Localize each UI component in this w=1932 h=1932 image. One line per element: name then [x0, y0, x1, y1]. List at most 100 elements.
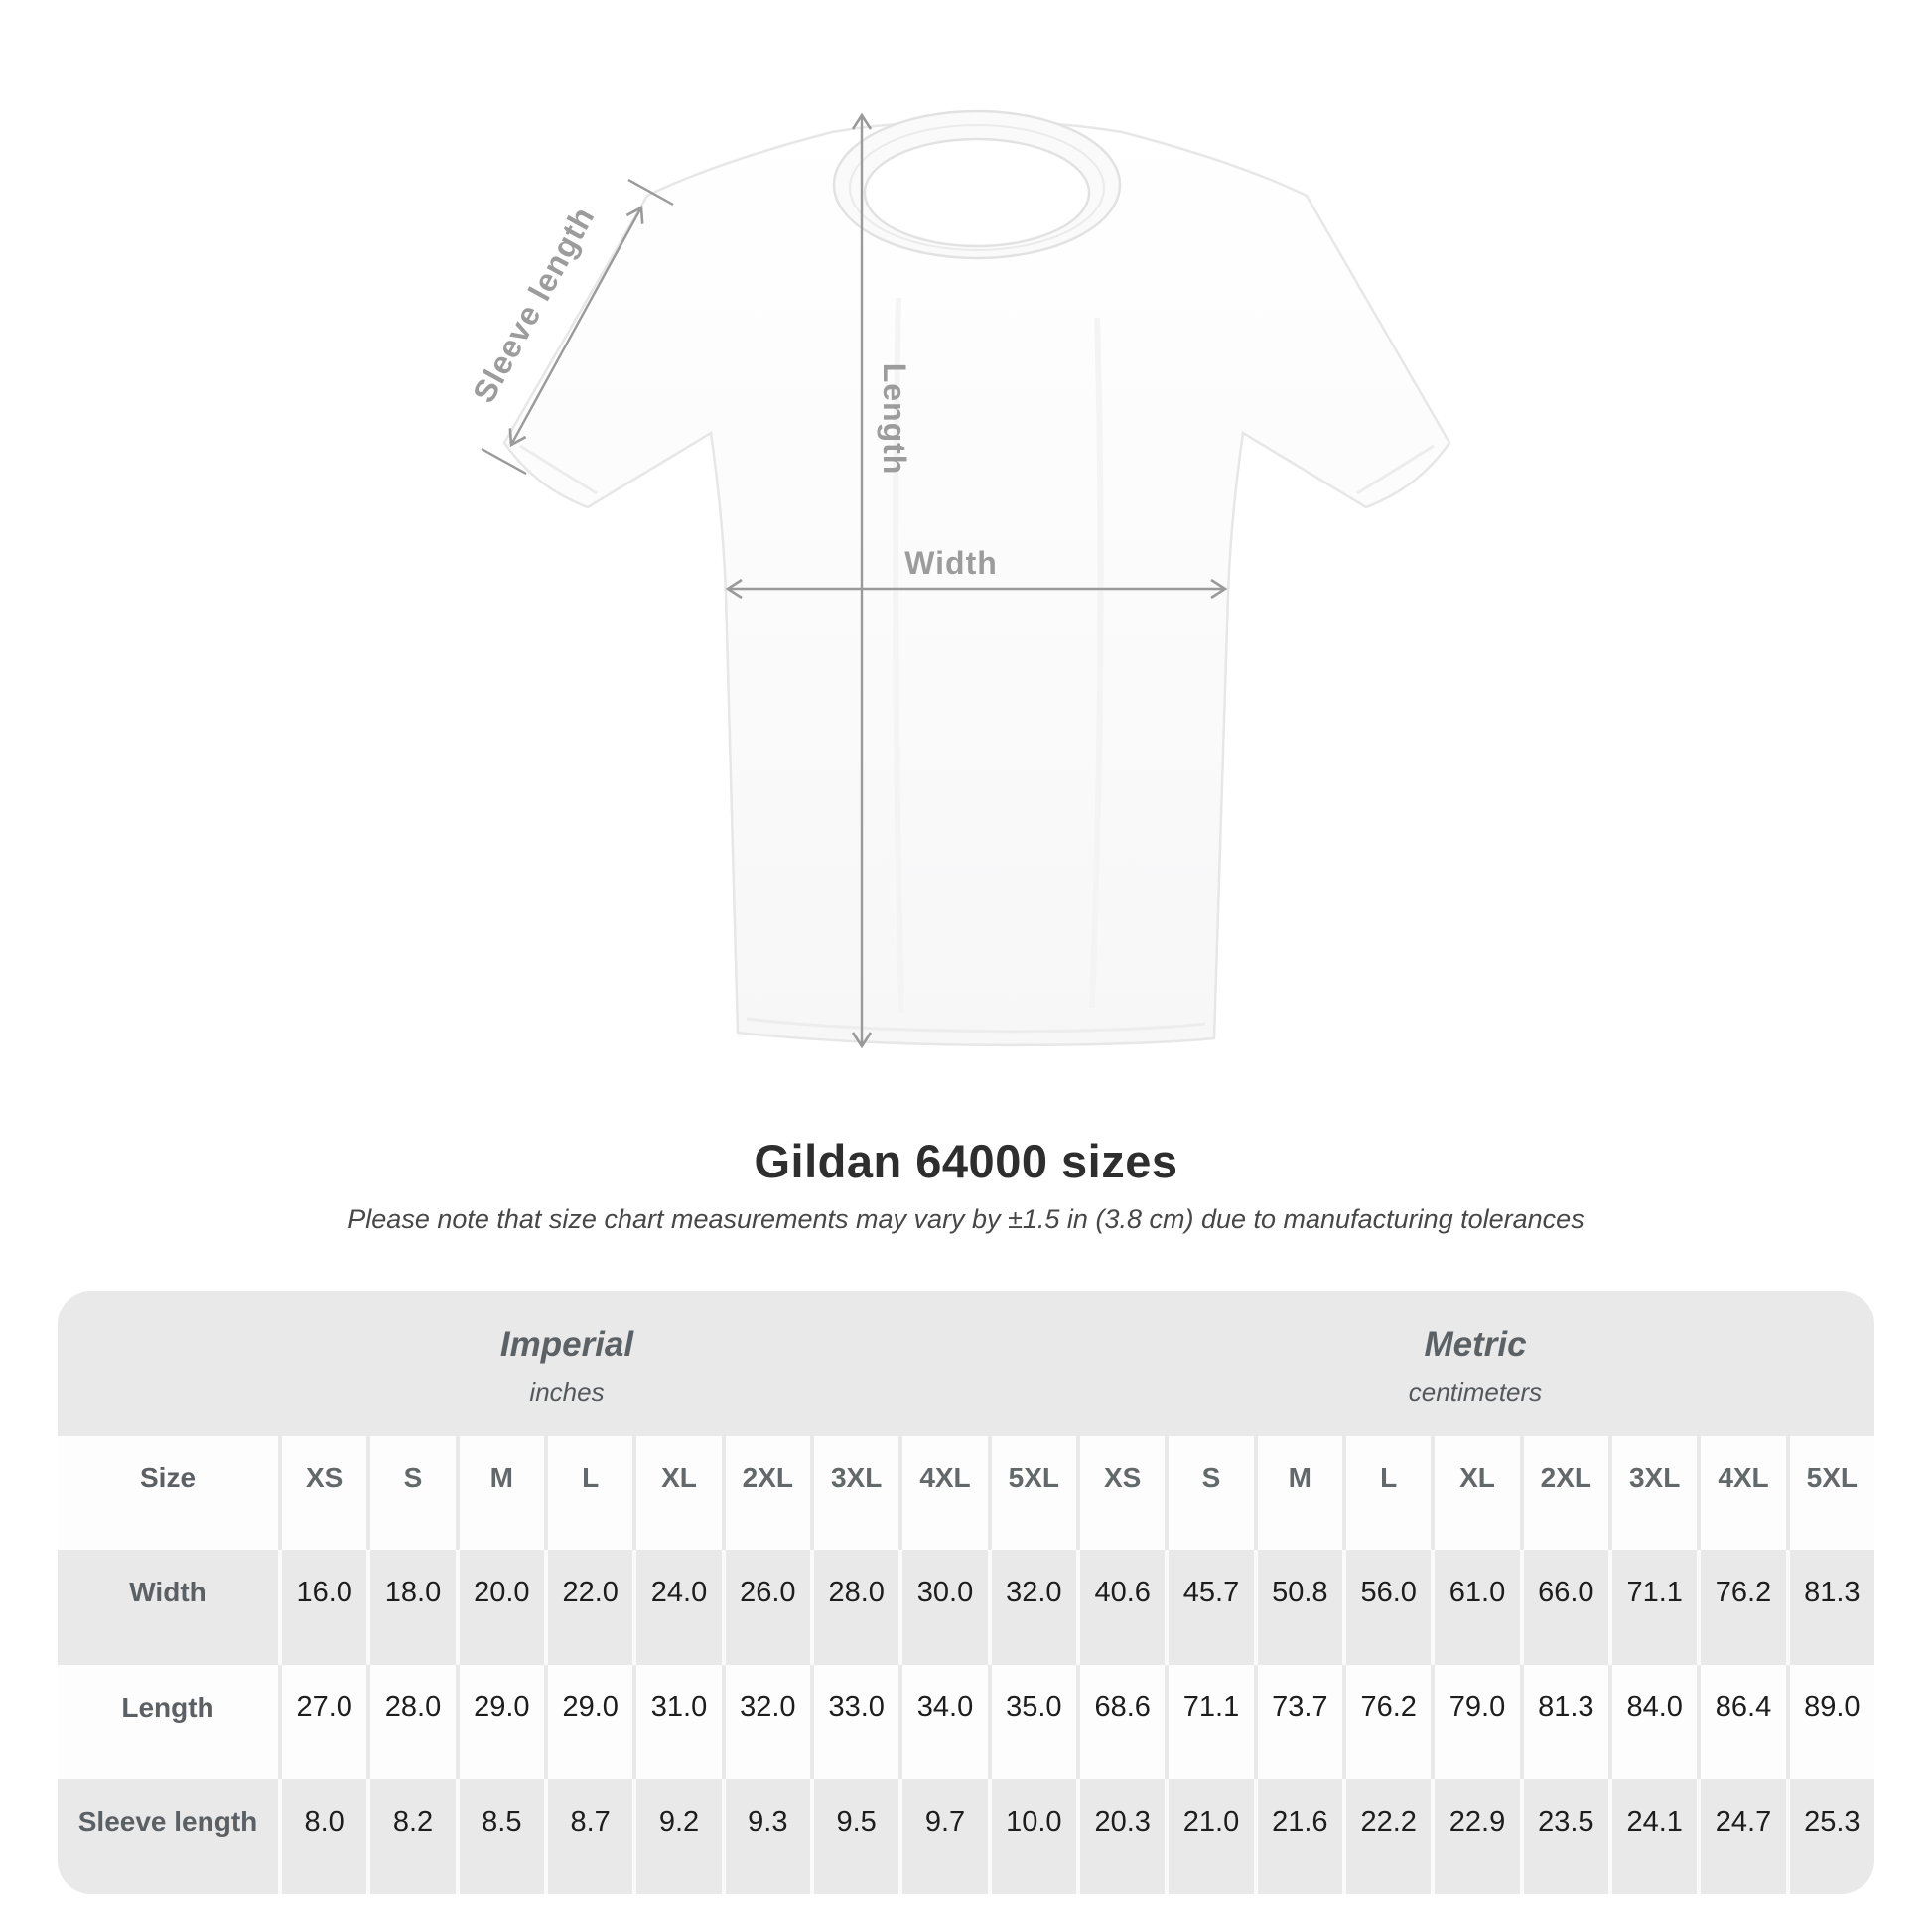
measurement-cell: 27.0 — [282, 1665, 367, 1779]
page-title: Gildan 64000 sizes — [754, 1135, 1178, 1187]
measurement-cell: 81.3 — [1523, 1665, 1608, 1779]
measurement-cell: 9.7 — [902, 1779, 988, 1894]
size-column-header: XL — [636, 1436, 722, 1550]
measurement-cell: 33.0 — [814, 1665, 899, 1779]
measurement-cell: 8.5 — [459, 1779, 544, 1894]
measurement-cell: 66.0 — [1523, 1550, 1608, 1665]
measurement-cell: 31.0 — [636, 1665, 722, 1779]
size-column-header: L — [1346, 1436, 1432, 1550]
measurement-cell: 21.6 — [1257, 1779, 1342, 1894]
measurement-cell: 20.3 — [1080, 1779, 1166, 1894]
measurement-cell: 81.3 — [1789, 1550, 1874, 1665]
right-cuff-seam — [1356, 444, 1435, 495]
measurement-cell: 84.0 — [1612, 1665, 1698, 1779]
measurement-cell: 20.0 — [459, 1550, 544, 1665]
size-header-row: Size XS S M L XL 2XL 3XL 4XL 5XL XS S M L XL 2XL 3XL 4XL 5… — [58, 1436, 1874, 1550]
metric-unit: centimeters — [1408, 1376, 1543, 1407]
measurement-cell: 8.7 — [548, 1779, 633, 1894]
size-column-header: XL — [1435, 1436, 1520, 1550]
measurement-cell: 22.0 — [548, 1550, 633, 1665]
size-column-header: 3XL — [1612, 1436, 1698, 1550]
left-cuff-seam — [519, 444, 598, 495]
measurement-cell: 22.2 — [1346, 1779, 1432, 1894]
measurement-cell: 30.0 — [902, 1550, 988, 1665]
measurement-cell: 9.5 — [814, 1779, 899, 1894]
size-header-cell: Size — [58, 1436, 278, 1550]
measurement-cell: 24.0 — [636, 1550, 722, 1665]
size-column-header: 5XL — [991, 1436, 1076, 1550]
measurement-cell: 28.0 — [814, 1550, 899, 1665]
measurement-cell: 71.1 — [1612, 1550, 1698, 1665]
body-fold-2 — [1089, 317, 1104, 1009]
size-column-header: 3XL — [814, 1436, 899, 1550]
size-column-header: 5XL — [1789, 1436, 1874, 1550]
sleeve-arrow-top-tick — [627, 178, 674, 207]
tshirt-diagram: Width Length Sleeve length — [466, 109, 1451, 1049]
size-column-header: XS — [282, 1436, 367, 1550]
measurement-cell: 28.0 — [370, 1665, 456, 1779]
measurement-cell: 76.2 — [1346, 1665, 1432, 1779]
length-row: Length 27.0 28.0 29.0 29.0 31.0 32.0 33.0 34.0 35… — [58, 1665, 1874, 1779]
size-column-header: M — [459, 1436, 544, 1550]
measurement-cell: 10.0 — [991, 1779, 1076, 1894]
row-label-cell: Sleeve length — [58, 1779, 278, 1894]
measurement-cell: 45.7 — [1169, 1550, 1254, 1665]
measurement-cell: 26.0 — [725, 1550, 810, 1665]
measurement-cell: 24.1 — [1612, 1779, 1698, 1894]
measurement-cell: 32.0 — [725, 1665, 810, 1779]
measurement-cell: 9.2 — [636, 1779, 722, 1894]
size-column-header: 2XL — [725, 1436, 810, 1550]
measurement-cell: 76.2 — [1701, 1550, 1786, 1665]
measurement-cell: 79.0 — [1435, 1665, 1520, 1779]
neck-opening — [863, 137, 1091, 248]
measurement-cell: 8.2 — [370, 1779, 456, 1894]
title-block: Gildan 64000 sizes Please note that size… — [0, 1134, 1932, 1235]
size-column-header: 2XL — [1523, 1436, 1608, 1550]
metric-header: Metric centimeters — [1076, 1291, 1874, 1436]
measurement-cell: 35.0 — [991, 1665, 1076, 1779]
width-label: Width — [904, 545, 998, 581]
measurement-cell: 50.8 — [1257, 1550, 1342, 1665]
measurement-cell: 22.9 — [1435, 1779, 1520, 1894]
size-table: Imperial inches Metric centimeters Size X… — [58, 1291, 1874, 1894]
measurement-cell: 40.6 — [1080, 1550, 1166, 1665]
size-column-header: XS — [1080, 1436, 1166, 1550]
row-label-cell: Width — [58, 1550, 278, 1665]
measurement-cell: 34.0 — [902, 1665, 988, 1779]
row-label-cell: Length — [58, 1665, 278, 1779]
measurement-cell: 86.4 — [1701, 1665, 1786, 1779]
body-fold — [893, 297, 904, 1014]
size-column-header: 4XL — [1701, 1436, 1786, 1550]
measurement-cell: 68.6 — [1080, 1665, 1166, 1779]
measurement-cell: 23.5 — [1523, 1779, 1608, 1894]
size-column-header: M — [1257, 1436, 1342, 1550]
tolerance-note: Please note that size chart measurements… — [347, 1204, 1585, 1234]
width-row: Width 16.0 18.0 20.0 22.0 24.0 26.0 28.0 30.0 32.… — [58, 1550, 1874, 1665]
length-label: Length — [877, 363, 912, 476]
measurement-cell: 29.0 — [459, 1665, 544, 1779]
size-column-header: S — [370, 1436, 456, 1550]
collar-ribbing — [849, 124, 1105, 251]
measurement-cell: 25.3 — [1789, 1779, 1874, 1894]
imperial-unit: inches — [529, 1376, 605, 1407]
measurement-cell: 61.0 — [1435, 1550, 1520, 1665]
sleeve-length-row: Sleeve length 8.0 8.2 8.5 8.7 9.2 9.3 9.5 9.7 10.… — [58, 1779, 1874, 1894]
size-column-header: 4XL — [902, 1436, 988, 1550]
size-column-header: L — [548, 1436, 633, 1550]
measurement-cell: 89.0 — [1789, 1665, 1874, 1779]
measurement-cell: 71.1 — [1169, 1665, 1254, 1779]
measurement-cell: 18.0 — [370, 1550, 456, 1665]
measurement-cell: 16.0 — [282, 1550, 367, 1665]
measurement-cell: 24.7 — [1701, 1779, 1786, 1894]
size-column-header: S — [1169, 1436, 1254, 1550]
measurement-cell: 32.0 — [991, 1550, 1076, 1665]
measurement-cell: 73.7 — [1257, 1665, 1342, 1779]
measurement-cell: 21.0 — [1169, 1779, 1254, 1894]
imperial-header: Imperial inches — [58, 1291, 1076, 1436]
imperial-title: Imperial — [499, 1324, 634, 1364]
unit-group-header: Imperial inches Metric centimeters — [58, 1291, 1874, 1436]
measurement-cell: 56.0 — [1346, 1550, 1432, 1665]
measurement-cell: 29.0 — [548, 1665, 633, 1779]
measurement-cell: 8.0 — [282, 1779, 367, 1894]
